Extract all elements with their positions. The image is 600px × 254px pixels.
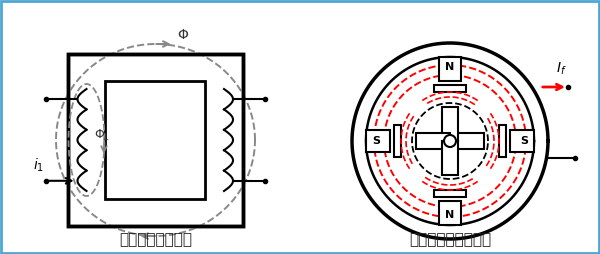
Polygon shape [416,133,450,149]
Bar [105,81,205,199]
Polygon shape [366,57,534,225]
Text: $I_f$: $I_f$ [556,61,567,77]
Polygon shape [412,103,488,179]
Polygon shape [442,107,458,141]
Polygon shape [450,133,484,149]
Text: 单相变压器的磁路: 单相变压器的磁路 [119,232,192,247]
Polygon shape [439,57,461,81]
Polygon shape [434,190,466,197]
Polygon shape [439,201,461,225]
Bar [68,54,243,226]
Text: 四极直流电机的磁路: 四极直流电机的磁路 [409,232,491,247]
Polygon shape [366,130,390,152]
Bar [103,79,207,201]
Text: $\Phi$: $\Phi$ [178,28,190,42]
Text: $i_1$: $i_1$ [33,156,44,174]
Text: S: S [372,136,380,146]
Text: $\Phi_L$: $\Phi_L$ [95,128,111,142]
Polygon shape [434,85,466,92]
Polygon shape [352,43,548,239]
Bar [68,54,243,226]
Polygon shape [394,125,401,157]
Bar [105,81,205,199]
Circle shape [444,135,456,147]
Text: S: S [520,136,528,146]
Polygon shape [442,141,458,175]
Polygon shape [499,125,506,157]
Polygon shape [510,130,534,152]
Text: N: N [445,210,455,220]
Bar [69,55,242,225]
Text: N: N [445,62,455,72]
